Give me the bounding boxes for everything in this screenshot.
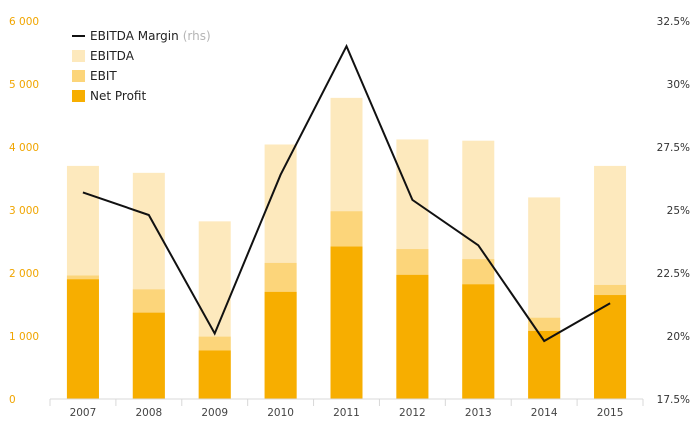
legend: EBITDA Margin (rhs) EBITDA EBIT Net Profit [72, 29, 211, 103]
legend-box-swatch [72, 90, 85, 102]
net-profit-bar-2012 [396, 274, 429, 399]
right-y-tick-label: 27.5% [657, 142, 690, 154]
legend-box-swatch [72, 50, 85, 62]
net-profit-bar-2007 [66, 279, 99, 399]
legend-note: (rhs) [183, 29, 211, 43]
legend-label: EBIT [90, 69, 117, 83]
left-y-tick-label: 3 000 [9, 205, 39, 217]
legend-label: EBITDA [90, 49, 135, 63]
x-tick-label: 2007 [70, 407, 97, 419]
left-y-tick-label: 1 000 [9, 331, 39, 343]
x-tick-label: 2015 [597, 407, 624, 419]
net-profit-bar-2014 [528, 330, 561, 399]
legend-label: Net Profit [90, 89, 146, 103]
net-profit-bar-2010 [264, 291, 297, 399]
margin-line-layer [82, 43, 611, 343]
x-tick-label: 2011 [333, 407, 360, 419]
left-y-tick-label: 0 [9, 394, 16, 406]
right-y-tick-label: 30% [667, 79, 690, 91]
right-y-tick-label: 32.5% [657, 16, 690, 28]
right-y-tick-label: 20% [667, 331, 690, 343]
left-y-tick-label: 6 000 [9, 16, 39, 28]
net-profit-bar-2013 [462, 284, 495, 399]
bars-layer [66, 97, 627, 400]
left-y-tick-label: 4 000 [9, 142, 39, 154]
right-y-tick-label: 22.5% [657, 268, 690, 280]
axes-layer: 2007 2008 2009 2010 2011 2012 2013 2014 2015 0 1 0… [9, 16, 690, 419]
x-tick-label: 2013 [465, 407, 492, 419]
net-profit-bar-2011 [330, 246, 363, 399]
x-tick-label: 2009 [201, 407, 228, 419]
x-tick-label: 2008 [135, 407, 162, 419]
x-tick-label: 2014 [531, 407, 558, 419]
left-y-tick-label: 5 000 [9, 79, 39, 91]
left-y-tick-label: 2 000 [9, 268, 39, 280]
right-y-tick-label: 17.5% [657, 394, 690, 406]
net-profit-bar-2009 [198, 350, 231, 399]
legend-box-swatch [72, 70, 85, 82]
net-profit-bar-2015 [594, 295, 627, 399]
x-tick-label: 2010 [267, 407, 294, 419]
net-profit-bar-2008 [132, 312, 165, 399]
x-tick-label: 2012 [399, 407, 426, 419]
legend-label: EBITDA Margin (rhs) [90, 29, 211, 43]
right-y-tick-label: 25% [667, 205, 690, 217]
